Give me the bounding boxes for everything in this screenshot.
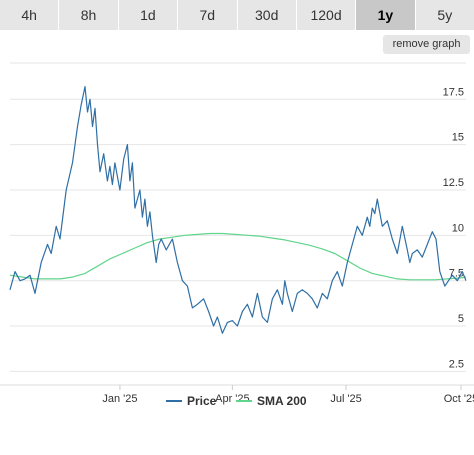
y-tick-label: 17.5 <box>443 86 464 98</box>
x-tick-label: Oct '25 <box>444 393 474 405</box>
x-axis: Jan '25 Apr '25 Jul '25 Oct '25 <box>0 384 474 405</box>
tab-4h[interactable]: 4h <box>0 0 60 30</box>
y-tick-label: 15 <box>452 132 464 144</box>
timeframe-tabs: 4h 8h 1d 7d 30d 120d 1y 5y <box>0 0 474 30</box>
y-tick-label: 12.5 <box>443 177 464 189</box>
x-tick-label: Jan '25 <box>102 393 137 405</box>
tab-1y[interactable]: 1y <box>356 0 416 30</box>
legend-label: Price <box>187 394 217 408</box>
price-series-line <box>9 86 467 334</box>
legend-label: SMA 200 <box>257 394 307 408</box>
y-tick-label: 5 <box>458 313 464 325</box>
chart-legend[interactable]: Price SMA 200 <box>166 394 307 408</box>
chart-series <box>9 86 467 334</box>
x-tick-label: Apr '25 <box>215 393 250 405</box>
tab-5y[interactable]: 5y <box>415 0 474 30</box>
y-tick-label: 10 <box>452 222 464 234</box>
y-tick-label: 2.5 <box>449 358 464 370</box>
sma-200-series-line <box>9 232 467 281</box>
tab-8h[interactable]: 8h <box>59 0 119 30</box>
tab-1d[interactable]: 1d <box>118 0 179 30</box>
legend-item-sma-200[interactable]: SMA 200 <box>236 394 307 408</box>
x-tick-label: Jul '25 <box>330 393 361 405</box>
remove-graph-button[interactable]: remove graph <box>383 35 470 54</box>
legend-item-price[interactable]: Price <box>166 394 217 408</box>
tab-30d[interactable]: 30d <box>237 0 297 30</box>
tab-7d[interactable]: 7d <box>178 0 238 30</box>
tab-120d[interactable]: 120d <box>296 0 357 30</box>
